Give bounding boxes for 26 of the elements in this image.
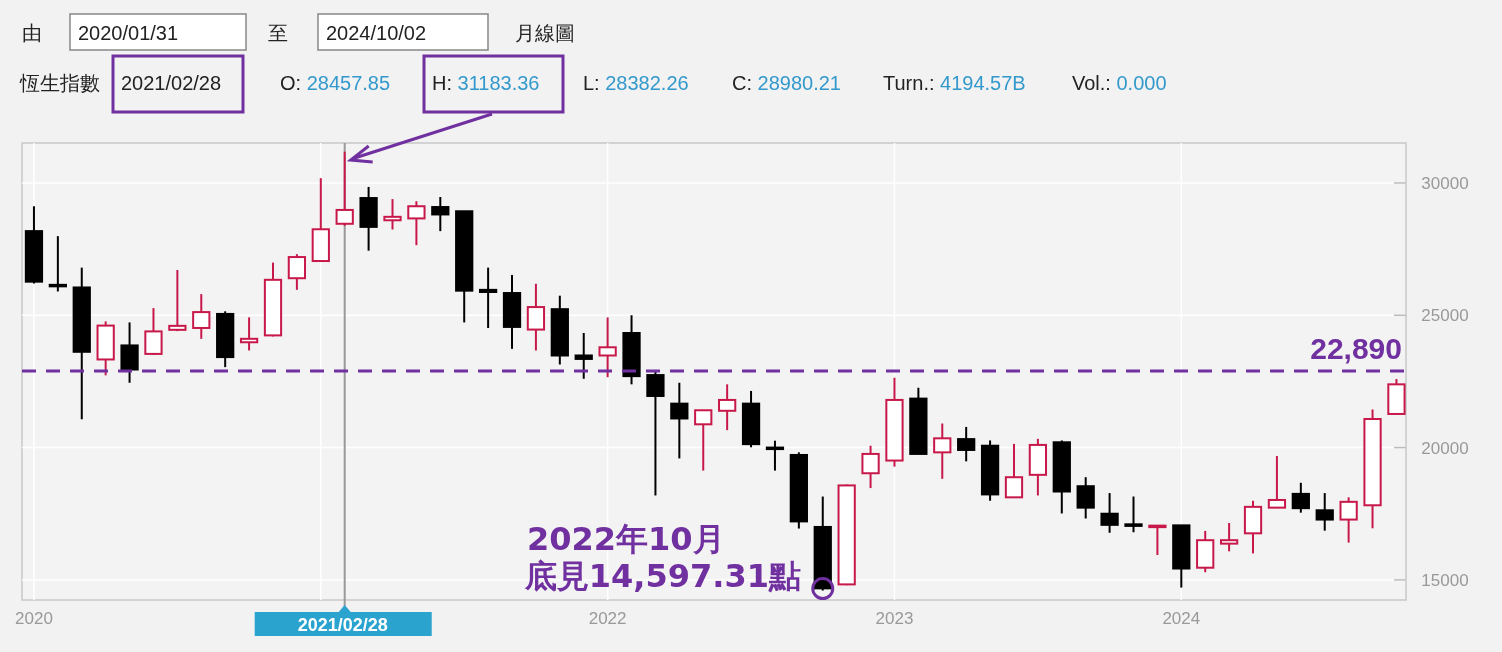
- x-tick-label: 2020: [15, 609, 53, 628]
- text: 月線圖: [515, 22, 575, 44]
- text: 2021/02/28: [121, 72, 222, 94]
- text: H: 31183.36: [432, 72, 540, 94]
- text: 2024/10/02: [326, 22, 427, 44]
- annotation: 底見14,597.31點: [523, 556, 801, 595]
- y-tick-label: 25000: [1421, 306, 1469, 326]
- y-tick-label: 20000: [1421, 438, 1469, 458]
- text: Turn.: 4194.57B: [883, 72, 1026, 94]
- y-tick-label: 15000: [1421, 570, 1469, 590]
- x-tick-label: 2024: [1162, 609, 1201, 628]
- text: 恆生指數: [19, 72, 100, 94]
- text: L: 28382.26: [583, 72, 689, 94]
- text: C: 28980.21: [732, 72, 841, 94]
- x-tick-label: 2022: [588, 609, 627, 628]
- text: O: 28457.85: [280, 72, 391, 94]
- ref-line-label: 22,890: [1310, 332, 1402, 366]
- ref-line-label: 2021/02/28: [297, 615, 388, 635]
- text: 至: [268, 22, 288, 44]
- text: Vol.: 0.000: [1072, 72, 1167, 94]
- x-tick-label: 2023: [875, 609, 914, 628]
- y-tick-label: 30000: [1421, 173, 1469, 193]
- cursor-date-label: 2021/02/28: [254, 605, 432, 636]
- annotation: 2022年10月: [527, 520, 725, 558]
- text: 2020/01/31: [78, 22, 179, 44]
- text: 由: [22, 22, 42, 44]
